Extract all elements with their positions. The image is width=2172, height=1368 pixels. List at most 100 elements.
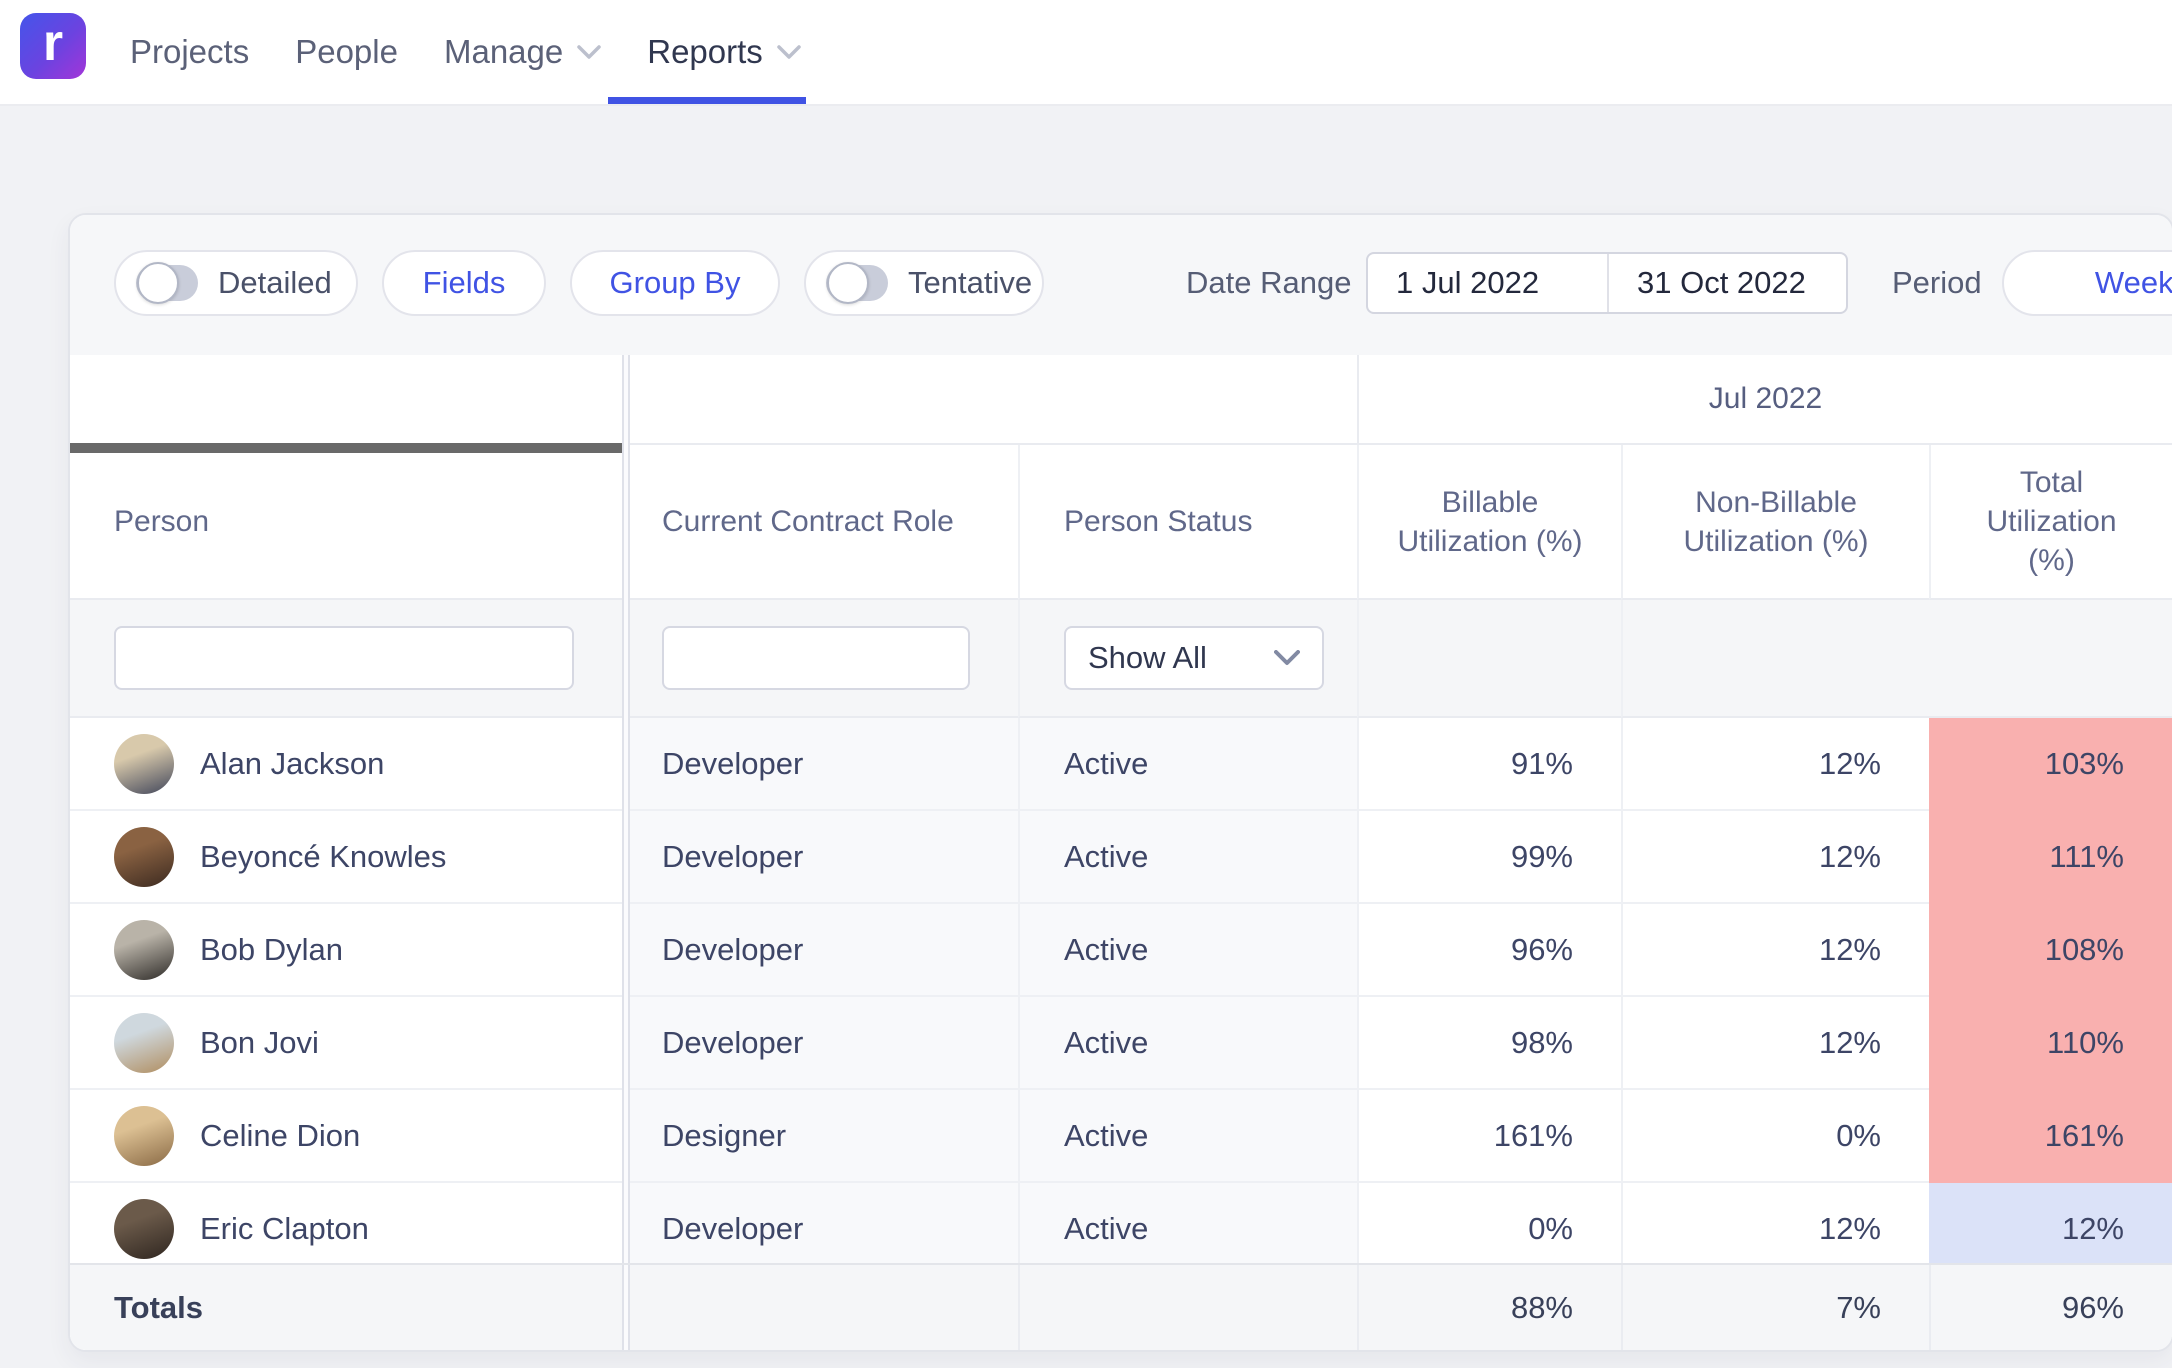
non-billable-cell: 12% [1621,904,1929,997]
role-cell: Designer [630,1090,1018,1183]
total-utilization-cell: 111% [1929,811,2172,904]
chevron-down-icon [1274,650,1300,666]
table-row[interactable]: Bob Dylan Developer Active 96% 12% 108% [70,904,2172,997]
role-cell: Developer [630,811,1018,904]
header-role[interactable]: Current Contract Role [630,445,1018,600]
frozen-divider[interactable] [622,811,630,904]
period-weeks-button[interactable]: Weeks [2002,250,2172,316]
status-filter-value: Show All [1088,640,1207,675]
group-spacer-person [70,355,622,445]
table-row[interactable]: Bon Jovi Developer Active 98% 12% 110% [70,997,2172,1090]
period-label: Period [1892,265,1982,300]
role-cell: Developer [630,718,1018,811]
billable-cell: 161% [1357,1090,1621,1183]
avatar [114,1012,174,1073]
fields-button[interactable]: Fields [382,250,546,316]
status-filter-cell: Show All [1018,600,1357,718]
nav-items: Projects People Manage Reports [130,0,801,104]
frozen-divider[interactable] [622,355,630,445]
table-row[interactable]: Eric Clapton Developer Active 0% 12% 12% [70,1183,2172,1263]
person-cell: Bon Jovi [70,997,622,1090]
utilization-table: Jul 2022 Person Current Contract Role Pe… [70,355,2172,1350]
avatar [114,1198,174,1259]
active-tab-underline [608,97,806,104]
frozen-divider[interactable] [622,997,630,1090]
person-name: Bon Jovi [200,1024,319,1060]
frozen-divider[interactable] [622,1090,630,1183]
header-status[interactable]: Person Status [1018,445,1357,600]
table-row[interactable]: Beyoncé Knowles Developer Active 99% 12%… [70,811,2172,904]
chevron-down-icon [577,44,601,60]
totals-total-cell: 96% [1929,1265,2172,1350]
nav-item-projects[interactable]: Projects [130,33,249,71]
filter-row: Show All [70,600,2172,718]
report-card: Detailed Fields Group By Tentative Date … [68,213,2172,1352]
frozen-divider[interactable] [622,1183,630,1263]
tentative-toggle[interactable] [826,262,888,304]
status-cell: Active [1018,997,1357,1090]
person-name: Celine Dion [200,1117,361,1153]
avatar [114,919,174,980]
top-navbar: r Projects People Manage Reports [0,0,2172,106]
frozen-divider[interactable] [622,600,630,718]
tentative-label: Tentative [908,265,1033,300]
avatar [114,1105,174,1166]
date-end-input[interactable] [1609,254,1850,312]
header-non-billable[interactable]: Non-Billable Utilization (%) [1621,445,1929,600]
person-name: Eric Clapton [200,1210,369,1246]
total-utilization-cell: 108% [1929,904,2172,997]
app-logo[interactable]: r [20,13,86,79]
totals-billable-cell: 88% [1357,1265,1621,1350]
totals-role-cell [630,1265,1018,1350]
nav-item-people[interactable]: People [295,33,398,71]
role-cell: Developer [630,997,1018,1090]
total-filter-cell [1929,600,2172,718]
status-cell: Active [1018,1090,1357,1183]
totals-row: Totals 88% 7% 96% [70,1263,2172,1350]
non-billable-cell: 0% [1621,1090,1929,1183]
status-filter-select[interactable]: Show All [1064,626,1324,690]
header-person[interactable]: Person [70,445,622,600]
tentative-toggle-pill[interactable]: Tentative [804,250,1044,316]
app-logo-letter: r [42,14,64,72]
total-utilization-cell: 110% [1929,997,2172,1090]
nav-item-label: Reports [647,33,763,70]
person-name: Bob Dylan [200,931,344,967]
role-filter-input[interactable] [662,626,970,690]
non-billable-cell: 12% [1621,997,1929,1090]
detailed-toggle-pill[interactable]: Detailed [114,250,358,316]
frozen-divider[interactable] [622,445,630,600]
date-start-input[interactable] [1368,254,1609,312]
table-row[interactable]: Celine Dion Designer Active 161% 0% 161% [70,1090,2172,1183]
nav-item-label: Projects [130,33,250,70]
frozen-divider[interactable] [622,1265,630,1350]
role-filter-cell [630,600,1018,718]
totals-label-cell: Totals [114,1289,203,1325]
chevron-down-icon [777,44,801,60]
frozen-divider[interactable] [622,904,630,997]
avatar [114,826,174,887]
avatar [114,733,174,794]
table-rows: Alan Jackson Developer Active 91% 12% 10… [70,718,2172,1263]
billable-cell: 98% [1357,997,1621,1090]
header-billable[interactable]: Billable Utilization (%) [1357,445,1621,600]
non-billable-cell: 12% [1621,811,1929,904]
status-cell: Active [1018,718,1357,811]
billable-cell: 91% [1357,718,1621,811]
column-resize-bar[interactable] [70,443,622,453]
frozen-divider[interactable] [622,718,630,811]
total-utilization-cell: 161% [1929,1090,2172,1183]
table-row[interactable]: Alan Jackson Developer Active 91% 12% 10… [70,718,2172,811]
group-by-button[interactable]: Group By [570,250,780,316]
toggle-knob [827,262,869,304]
status-cell: Active [1018,1183,1357,1263]
date-range-label: Date Range [1186,265,1352,300]
person-filter-input[interactable] [114,626,574,690]
nav-item-manage[interactable]: Manage [444,33,601,71]
nav-item-reports[interactable]: Reports [647,33,801,71]
report-toolbar: Detailed Fields Group By Tentative Date … [70,215,2172,355]
person-filter-cell [70,600,622,718]
nav-item-label: People [295,33,398,70]
header-total[interactable]: Total Utilization (%) [1929,445,2172,600]
detailed-toggle[interactable] [136,262,198,304]
